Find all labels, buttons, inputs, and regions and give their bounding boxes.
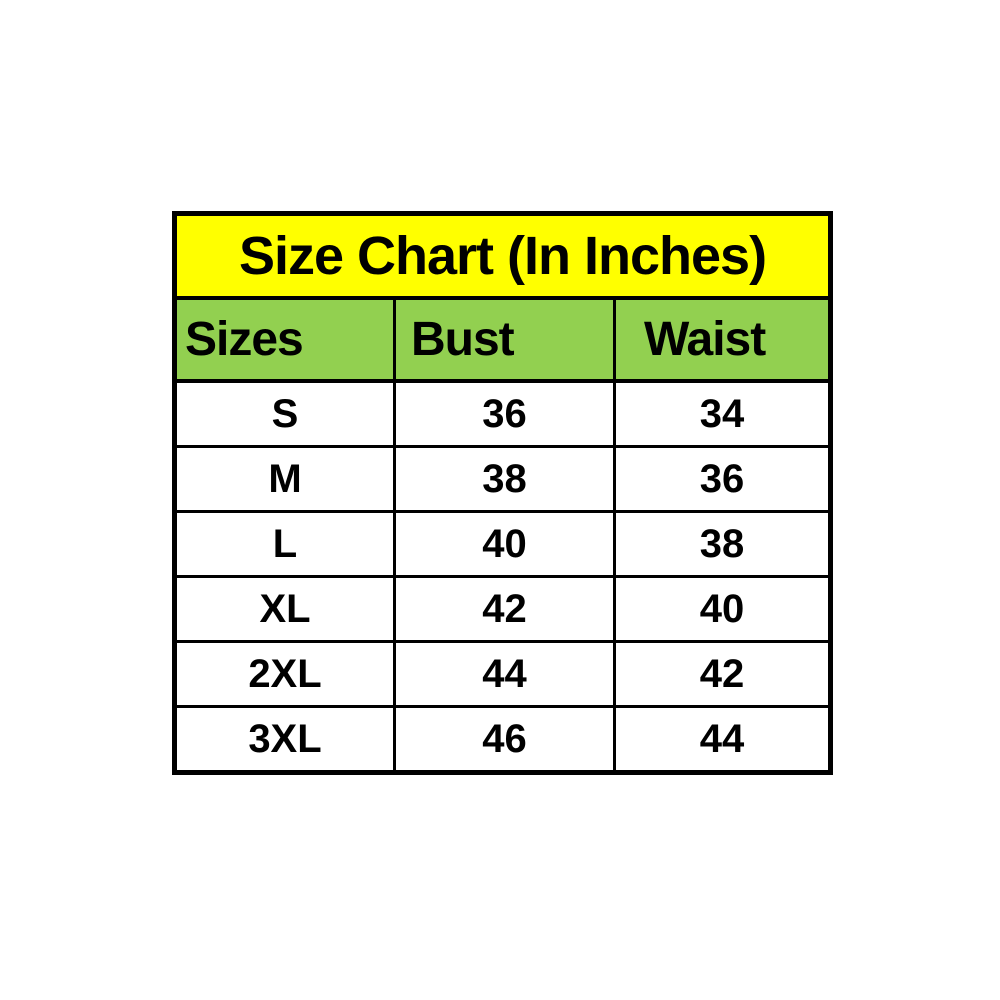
cell-waist: 44 <box>612 705 833 774</box>
cell-size: L <box>173 510 396 578</box>
cell-bust: 40 <box>393 510 616 578</box>
cell-size: XL <box>173 575 396 643</box>
cell-bust: 44 <box>393 640 616 708</box>
cell-size: 3XL <box>173 705 396 774</box>
table-row: S 36 34 <box>173 379 833 448</box>
cell-waist: 40 <box>612 575 833 643</box>
cell-size: M <box>173 445 396 513</box>
size-chart-table: Size Chart (In Inches) Sizes Bust Waist … <box>172 211 834 775</box>
cell-bust: 42 <box>393 575 616 643</box>
table-row: XL 42 40 <box>173 575 833 643</box>
cell-waist: 34 <box>612 379 833 448</box>
column-header-sizes: Sizes <box>173 296 396 383</box>
header-row: Sizes Bust Waist <box>173 296 833 383</box>
cell-bust: 36 <box>393 379 616 448</box>
cell-size: S <box>173 379 396 448</box>
table-row: 2XL 44 42 <box>173 640 833 708</box>
cell-size: 2XL <box>173 640 396 708</box>
table-row: L 40 38 <box>173 510 833 578</box>
title-row: Size Chart (In Inches) <box>172 212 833 300</box>
table-row: 3XL 46 44 <box>173 705 833 774</box>
column-header-waist: Waist <box>612 296 833 383</box>
table-title: Size Chart (In Inches) <box>172 212 833 300</box>
cell-bust: 38 <box>393 445 616 513</box>
table-row: M 38 36 <box>173 445 833 513</box>
cell-waist: 42 <box>612 640 833 708</box>
column-header-bust: Bust <box>393 296 616 383</box>
cell-bust: 46 <box>393 705 616 774</box>
cell-waist: 36 <box>612 445 833 513</box>
cell-waist: 38 <box>612 510 833 578</box>
